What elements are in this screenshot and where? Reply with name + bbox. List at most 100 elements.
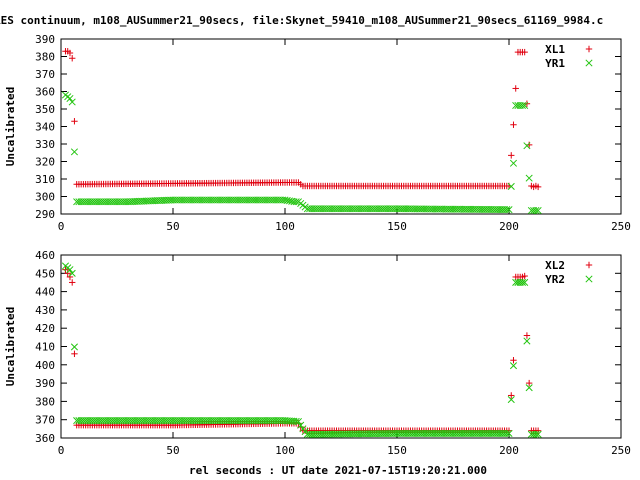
y-tick-label: 290 [35,208,55,221]
y-tick-label: 410 [35,341,55,354]
x-tick-label: 0 [58,444,65,457]
legend-marker [585,59,593,67]
panels: 290 300 310 320 330 340 350 360 370 380 390 0 50 100 1… [4,33,631,457]
legend-label: XL2 [545,259,565,272]
y-tick-label: 360 [35,432,55,445]
data-point [505,206,513,214]
data-point [68,269,76,277]
data-point [70,148,78,156]
data-point [521,272,528,280]
data-point [66,94,74,103]
y-axis-label: Uncalibrated [4,307,17,386]
series-YR2 [61,262,542,438]
data-point [518,278,526,287]
data-point [505,429,513,437]
y-tick-label: 430 [35,304,55,317]
y-tick-label: 460 [35,249,55,262]
data-point [534,206,542,214]
x-tick-label: 250 [611,444,631,457]
data-point [523,332,531,339]
data-point [509,159,518,167]
data-point [507,182,515,190]
data-point [64,270,71,277]
legend-marker [585,275,593,283]
y-tick-label: 350 [35,103,55,116]
x-tick-label: 100 [275,444,295,457]
data-point [69,55,76,62]
data-point [292,198,300,206]
data-point [68,98,76,106]
series-XL1 [62,48,542,191]
data-point [508,152,515,159]
x-axis-label: rel seconds : UT date 2021-07-15T19:20:2… [189,464,487,477]
legend-label: XL1 [545,43,565,56]
data-point [294,417,302,426]
y-tick-label: 420 [35,322,55,335]
data-point [510,357,517,364]
data-point [69,279,76,286]
data-point [523,337,531,345]
x-tick-label: 200 [499,444,519,457]
data-point [534,183,542,191]
x-tick-label: 200 [499,220,519,233]
series-YR1 [61,91,542,214]
legend-label: YR2 [545,273,565,286]
chart-title: RES continuum, m108_AUSummer21_90secs, f… [0,14,603,27]
y-tick-label: 370 [35,68,55,81]
data-point [525,379,533,387]
data-point [521,48,528,56]
y-tick-label: 340 [35,121,55,134]
data-point [523,142,531,150]
x-tick-label: 100 [275,220,295,233]
data-point [509,362,518,370]
data-point [66,49,74,57]
data-point [71,118,78,125]
data-point [525,141,533,149]
data-point [521,278,529,287]
y-tick-label: 370 [35,414,55,427]
data-point [521,101,529,110]
data-point [297,421,305,429]
panel-1: 290 300 310 320 330 340 350 360 370 380 390 0 50 100 1… [4,33,631,233]
legend-marker [585,45,593,53]
x-tick-label: 250 [611,220,631,233]
data-point [66,273,74,281]
x-tick-label: 150 [387,444,407,457]
series-XL2 [62,266,542,434]
plot-frame [60,254,622,439]
data-point [508,392,515,399]
data-point [525,174,533,182]
data-point [532,206,540,214]
y-tick-label: 390 [35,377,55,390]
y-tick-label: 380 [35,395,55,408]
y-tick-label: 310 [35,173,55,186]
data-point [534,427,542,434]
x-tick-label: 150 [387,220,407,233]
y-tick-label: 360 [35,86,55,99]
y-tick-label: 300 [35,191,55,204]
data-point [512,85,519,92]
y-tick-label: 440 [35,286,55,299]
legend-marker [585,261,593,269]
y-tick-label: 450 [35,267,55,280]
panel-2: 360 370 380 390 400 410 420 430 440 450 460 0 50 100 1… [4,249,631,457]
x-tick-label: 50 [166,444,179,457]
legend-label: YR1 [545,57,565,70]
data-point [532,430,540,438]
data-point [70,343,78,351]
y-tick-label: 400 [35,359,55,372]
x-tick-label: 0 [58,220,65,233]
x-tick-label: 50 [166,220,179,233]
y-tick-label: 380 [35,51,55,64]
data-point [503,429,511,437]
y-tick-label: 330 [35,138,55,151]
y-tick-label: 390 [35,33,55,46]
data-point [503,206,511,214]
data-point [534,430,542,438]
data-point [510,121,517,128]
data-point [525,384,533,392]
data-point [71,350,78,358]
y-axis-label: Uncalibrated [4,87,17,166]
y-tick-label: 320 [35,156,55,169]
